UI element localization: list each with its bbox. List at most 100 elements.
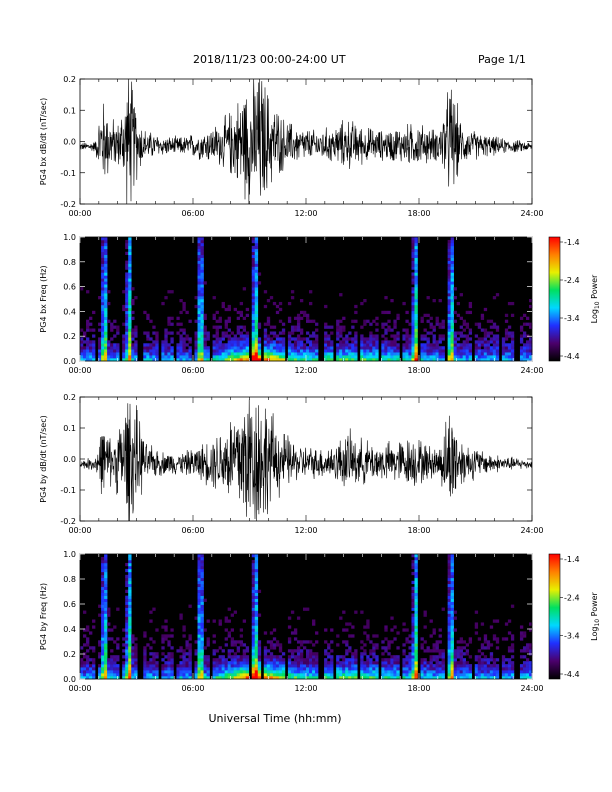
heatmap-cell — [128, 676, 132, 680]
heatmap-cell — [495, 664, 500, 668]
heatmap-cell — [269, 358, 274, 362]
heatmap-cell — [125, 628, 129, 632]
heatmap-cell — [278, 346, 283, 350]
heatmap-cell — [480, 667, 485, 671]
heatmap-cell — [366, 673, 370, 677]
heatmap-cell — [200, 325, 204, 329]
heatmap-cell — [257, 358, 262, 362]
heatmap-cell — [83, 340, 87, 344]
heatmap-cell — [122, 304, 126, 309]
heatmap-cell — [251, 296, 256, 300]
heatmap-cell — [411, 622, 415, 626]
heatmap-cell — [200, 670, 204, 674]
heatmap-cell — [447, 571, 451, 576]
heatmap-cell — [438, 652, 442, 656]
heatmap-cell — [92, 670, 96, 674]
heatmap-cell — [435, 352, 439, 356]
heatmap-cell — [185, 661, 189, 665]
heatmap-cell — [254, 580, 259, 585]
heatmap-cell — [128, 346, 132, 350]
heatmap-cell — [501, 637, 506, 641]
heatmap-cell — [354, 673, 358, 677]
heatmap-cell — [402, 628, 406, 632]
heatmap-cell — [339, 355, 343, 359]
heatmap-cell — [251, 637, 256, 641]
heatmap-cell — [447, 266, 451, 270]
heatmap-cell — [296, 664, 301, 668]
heatmap-cell — [86, 667, 90, 671]
heatmap-cell — [384, 340, 388, 344]
heatmap-cell — [200, 661, 204, 665]
heatmap-cell — [414, 571, 418, 576]
heatmap-cell — [384, 346, 388, 350]
heatmap-cell — [450, 275, 454, 279]
heatmap-cell — [312, 622, 316, 626]
heatmap-cell — [309, 640, 313, 644]
heatmap-cell — [287, 352, 292, 356]
heatmap-cell — [152, 331, 156, 335]
heatmap-cell — [309, 661, 313, 665]
heatmap-cell — [134, 673, 138, 677]
heatmap-cell — [125, 313, 129, 318]
heatmap-cell — [450, 310, 454, 315]
heatmap-cell — [441, 670, 445, 674]
heatmap-cell — [221, 352, 225, 356]
heatmap-cell — [345, 334, 349, 338]
heatmap-cell — [278, 658, 283, 662]
heatmap-cell — [254, 628, 259, 632]
heatmap-cell — [200, 251, 204, 256]
heatmap-cell — [218, 337, 222, 341]
heatmap-cell — [390, 299, 394, 303]
heatmap-cell — [221, 667, 225, 671]
heatmap-cell — [387, 343, 391, 347]
heatmap-cell — [396, 331, 400, 335]
heatmap-cell — [456, 358, 460, 362]
heatmap-cell — [227, 340, 231, 344]
heatmap-cell — [143, 655, 147, 659]
heatmap-cell — [507, 646, 512, 650]
heatmap-cell — [101, 604, 105, 608]
heatmap-cell — [86, 670, 90, 674]
heatmap-cell — [507, 661, 512, 665]
heatmap-cell — [342, 658, 346, 662]
heatmap-cell — [230, 676, 234, 680]
heatmap-cell — [245, 646, 250, 650]
heatmap-cell — [206, 673, 210, 677]
heatmap-cell — [528, 299, 533, 303]
heatmap-cell — [101, 251, 105, 256]
heatmap-cell — [414, 290, 418, 294]
heatmap-cell — [432, 334, 436, 338]
heatmap-cell — [293, 346, 298, 350]
heatmap-cell — [354, 343, 358, 347]
heatmap-cell — [363, 643, 367, 647]
heatmap-cell — [242, 652, 247, 656]
heatmap-cell — [197, 313, 201, 318]
heatmap-cell — [315, 352, 319, 356]
heatmap-cell — [200, 571, 204, 576]
heatmap-cell — [330, 673, 334, 677]
heatmap-cell — [507, 670, 512, 674]
heatmap-cell — [152, 652, 156, 656]
heatmap-cell — [450, 346, 454, 350]
heatmap-cell — [302, 346, 307, 350]
heatmap-cell — [480, 658, 485, 662]
heatmap-cell — [525, 667, 530, 671]
heatmap-cell — [224, 325, 228, 329]
heatmap-cell — [366, 670, 370, 674]
heatmap-cell — [107, 637, 111, 641]
heatmap-cell — [239, 655, 244, 659]
heatmap-cell — [134, 667, 138, 671]
heatmap-cell — [266, 319, 271, 323]
heatmap-cell — [185, 343, 189, 347]
heatmap-cell — [519, 670, 524, 674]
heatmap-cell — [101, 340, 105, 344]
heatmap-cell — [299, 328, 304, 332]
heatmap-cell — [468, 310, 473, 315]
heatmap-cell — [179, 343, 183, 347]
heatmap-cell — [146, 643, 150, 647]
heatmap-cell — [104, 322, 108, 326]
heatmap-cell — [522, 676, 527, 680]
heatmap-cell — [393, 658, 397, 662]
heatmap-cell — [86, 343, 90, 347]
heatmap-cell — [495, 346, 500, 350]
